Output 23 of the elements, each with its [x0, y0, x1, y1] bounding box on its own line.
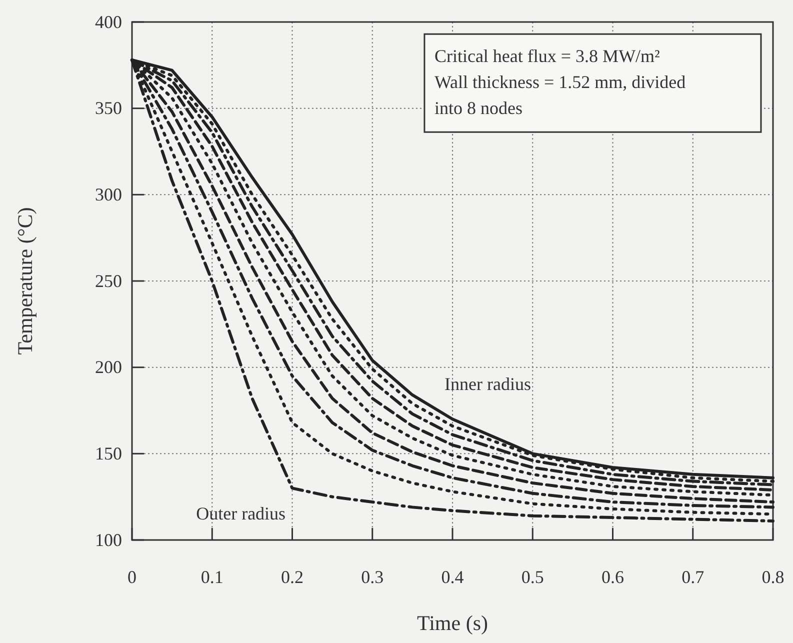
x-tick-label: 0.1	[200, 566, 224, 587]
y-axis-title: Temperature (°C)	[13, 207, 37, 355]
annotation: Outer radius	[196, 503, 286, 524]
annotation: Wall thickness = 1.52 mm, divided into 8 nodes	[434, 72, 686, 118]
x-tick-label: 0	[128, 566, 136, 587]
annotation: Critical heat flux = 3.8 MW/m²	[434, 46, 660, 66]
y-tick-label: 100	[95, 530, 122, 550]
note-box: Critical heat flux = 3.8 MW/m² Wall thickness = 1.52 mm, divided into 8 nodes	[424, 33, 762, 133]
x-axis-title: Time (s)	[417, 611, 488, 635]
y-tick-label: 350	[95, 98, 122, 118]
y-tick-label: 200	[95, 357, 122, 378]
y-tick-label: 150	[95, 443, 122, 464]
annotation: Inner radius	[444, 374, 531, 394]
x-tick-label: 0.8	[762, 566, 784, 587]
x-tick-label: 0.3	[361, 566, 384, 587]
x-tick-label: 0.2	[281, 566, 304, 587]
x-tick-label: 0.7	[682, 566, 704, 587]
x-tick-label: 0.4	[441, 566, 464, 587]
x-tick-label: 0.6	[602, 566, 624, 587]
y-tick-label: 300	[95, 184, 122, 204]
y-tick-label: 250	[95, 270, 122, 291]
y-tick-label: 400	[95, 12, 122, 32]
x-tick-label: 0.5	[521, 566, 544, 587]
